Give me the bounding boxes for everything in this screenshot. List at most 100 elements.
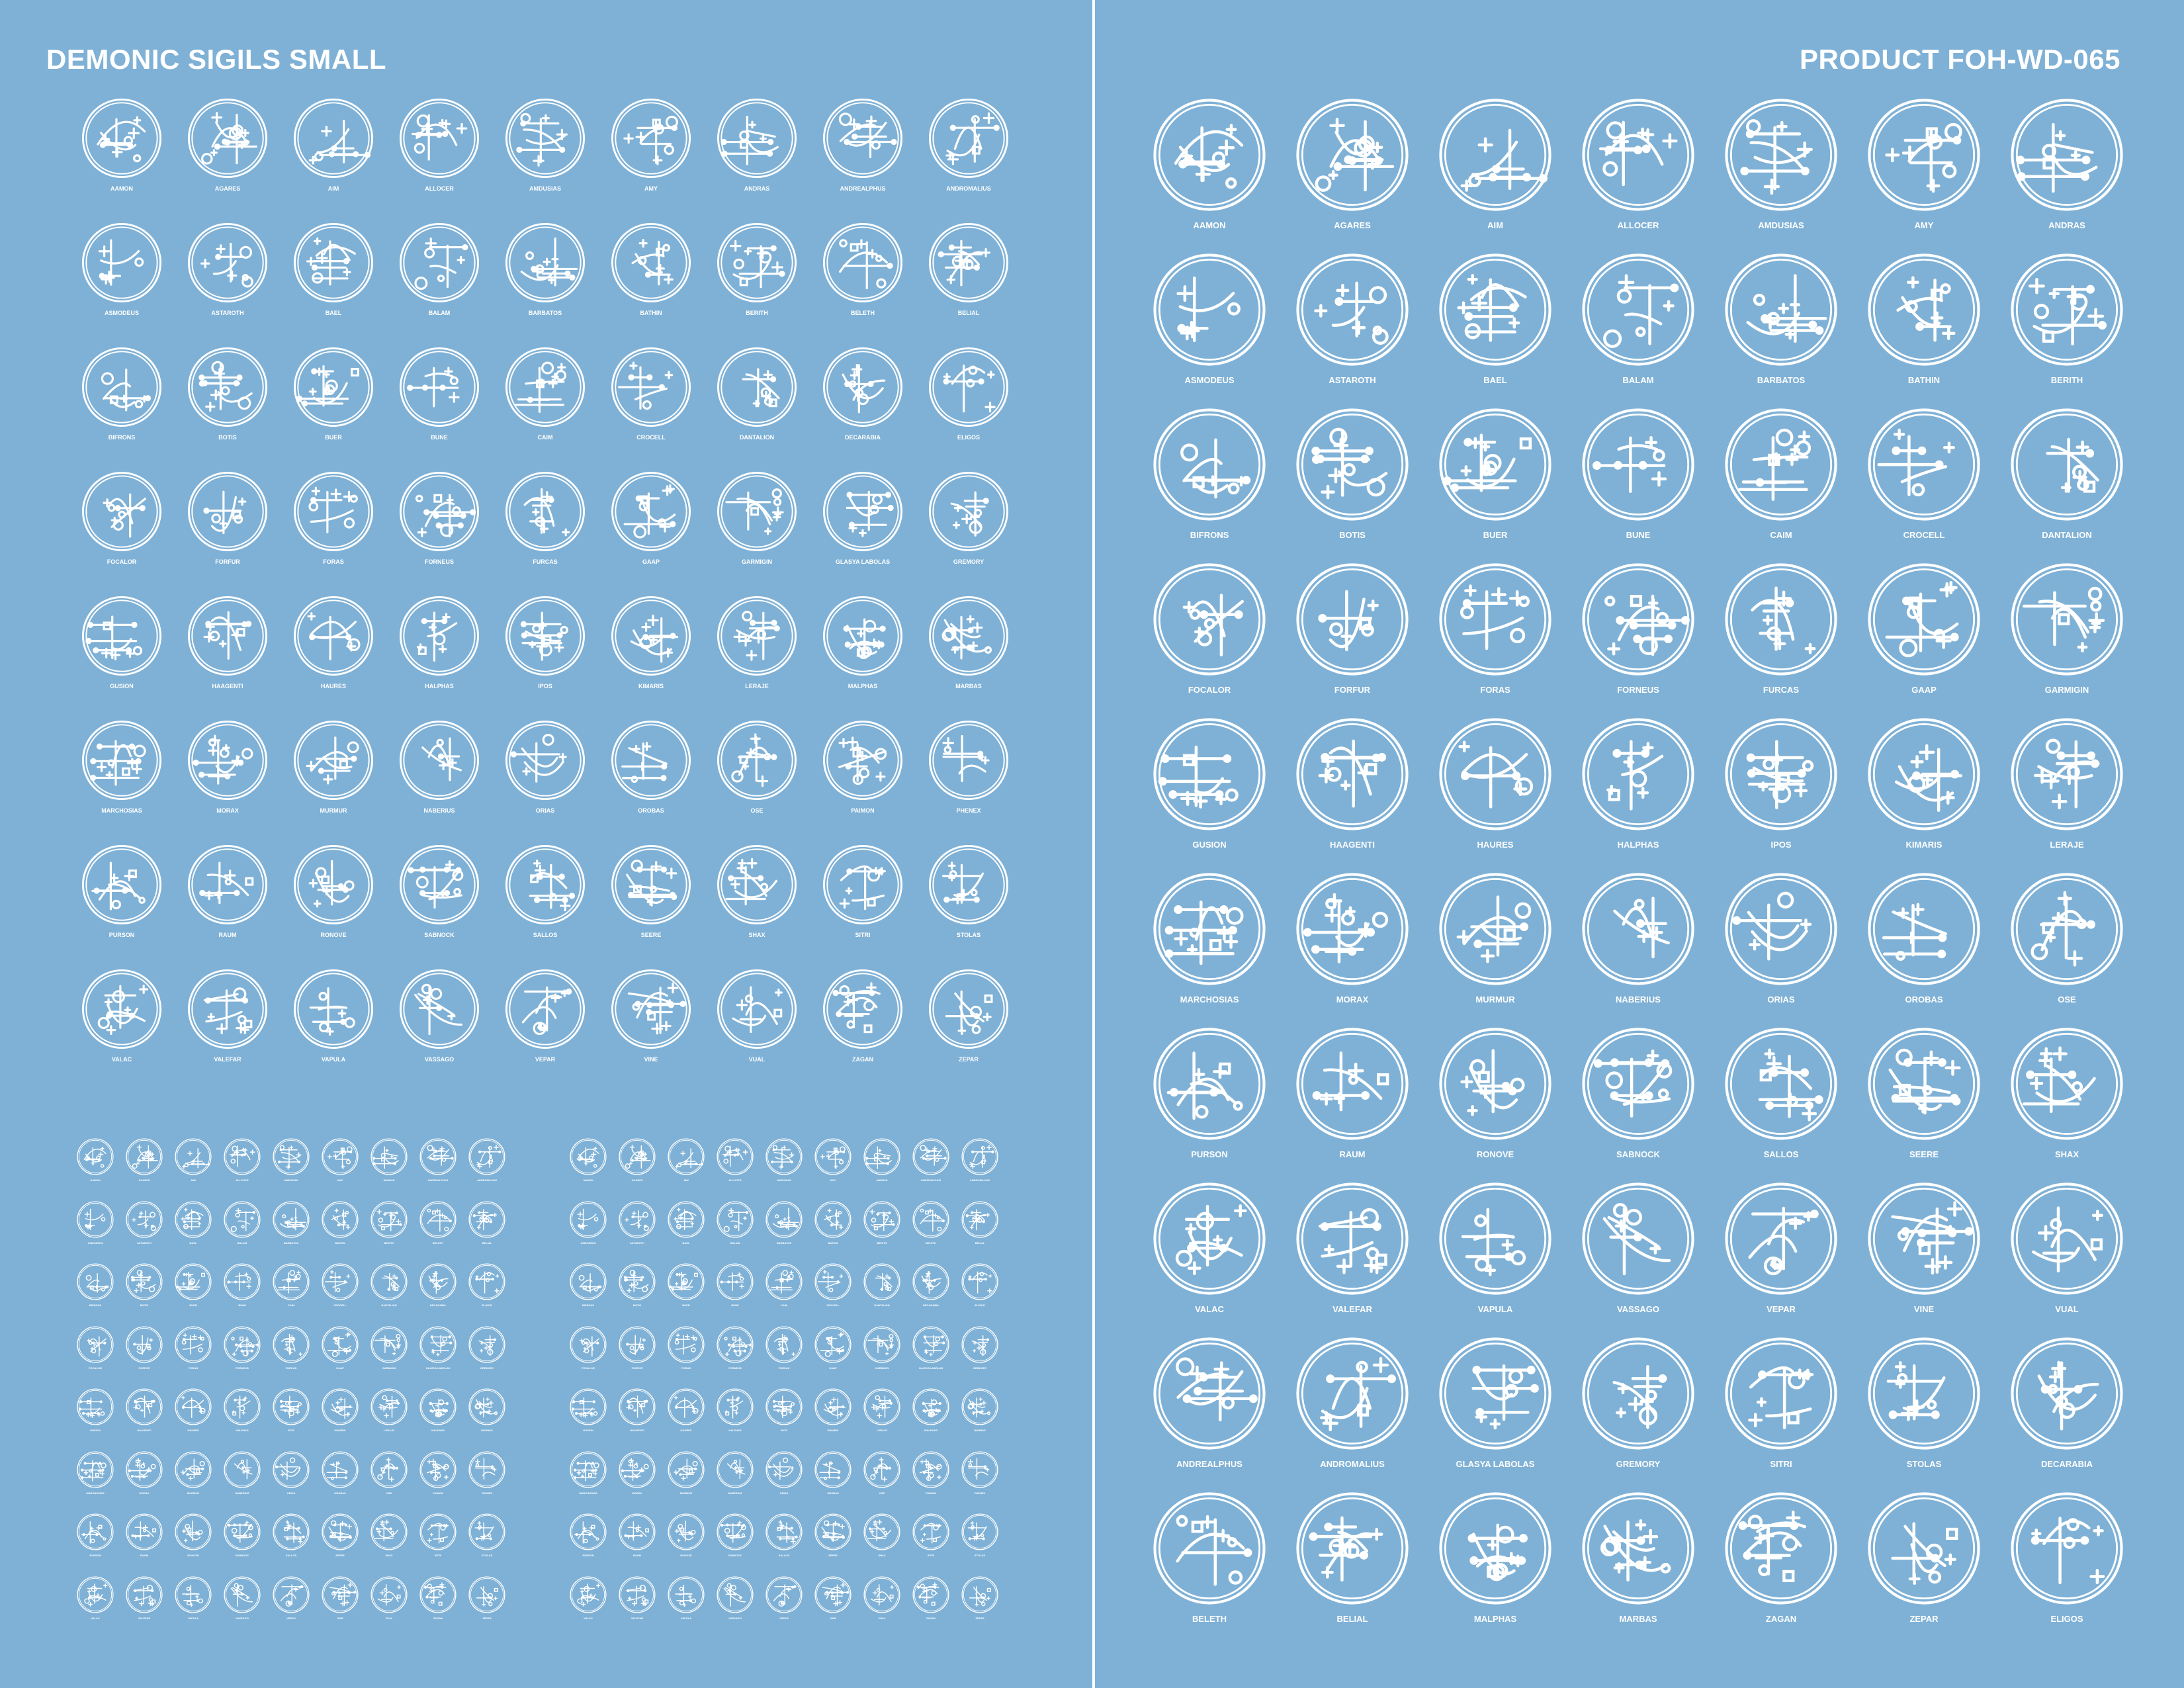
- caim-sigil-icon: [505, 347, 586, 427]
- marchosias-sigil-icon: [570, 1450, 607, 1488]
- small-sigil-ronove: RONOVE: [281, 844, 386, 969]
- small-sigil-berith: BERITH: [704, 222, 810, 347]
- haures-sigil-icon: [1439, 718, 1551, 830]
- small-sigil-vual: VUAL: [704, 969, 810, 1093]
- berith-sigil-icon: [371, 1200, 408, 1238]
- sigil-label: BUER: [1483, 530, 1508, 540]
- haagenti-sigil-icon: [1296, 718, 1409, 830]
- sigil-label: OSE: [750, 807, 764, 814]
- agares-sigil-icon: [619, 1138, 656, 1175]
- sigil-label: BELIAL: [482, 1241, 492, 1245]
- sigil-label: SEERE: [828, 1554, 838, 1557]
- sigil-label: SHAX: [2054, 1149, 2079, 1159]
- sigil-label: FOCALOR: [1188, 685, 1231, 695]
- halphas-sigil-icon: [399, 596, 480, 676]
- balam-sigil-icon: [1582, 253, 1694, 366]
- tiny-sigil-bune: BUNE: [711, 1263, 760, 1326]
- sigil-label: VAPULA: [1477, 1304, 1513, 1314]
- sigil-label: LERAJE: [2050, 840, 2084, 850]
- sigil-label: VAPULA: [187, 1616, 199, 1620]
- tiny-sigil-seere: SEERE: [316, 1513, 365, 1576]
- sigil-label: AAMON: [110, 185, 133, 192]
- sigil-label: SITRI: [1770, 1459, 1792, 1469]
- product-sigil-forneus: FORNEUS: [1567, 562, 1710, 717]
- small-sigil-zagan: ZAGAN: [810, 969, 916, 1093]
- small-sigil-valefar: VALEFAR: [175, 969, 281, 1093]
- small-sigil-glasya-labolas: GLASYA LABOLAS: [810, 471, 916, 596]
- sigil-label: MARBAS: [481, 1429, 493, 1432]
- gusion-sigil-icon: [81, 596, 162, 676]
- sigil-label: BOTIS: [1339, 530, 1366, 540]
- sitri-sigil-icon: [1725, 1337, 1837, 1450]
- andras-sigil-icon: [863, 1138, 900, 1175]
- tiny-sigil-murmur: MURMUR: [662, 1450, 711, 1514]
- forneus-sigil-icon: [224, 1325, 261, 1363]
- tiny-sigil-vapula: VAPULA: [662, 1576, 711, 1639]
- sigil-label: GUSION: [90, 1429, 101, 1432]
- leraje-sigil-icon: [863, 1388, 900, 1425]
- sigil-label: DANTALION: [874, 1304, 890, 1307]
- sigil-label: HAURES: [187, 1429, 199, 1432]
- sigil-label: BELIAL: [975, 1241, 985, 1245]
- tiny-sigil-decarabia: DECARABIA: [414, 1263, 462, 1326]
- sigil-label: SABNOCK: [424, 932, 455, 938]
- small-sigil-decarabia: DECARABIA: [810, 347, 916, 471]
- sigil-label: AIM: [683, 1178, 689, 1182]
- sigil-label: BARBATOS: [776, 1241, 792, 1245]
- tiny-sigil-gusion: GUSION: [564, 1388, 613, 1451]
- right-title: PRODUCT FOH-WD-065: [1799, 44, 2120, 75]
- tiny-sigil-asmodeus: ASMODEUS: [71, 1200, 120, 1264]
- sigil-label: GREMORY: [973, 1366, 987, 1370]
- small-sigil-dantalion: DANTALION: [704, 347, 810, 471]
- tiny-sigil-sallos: SALLOS: [760, 1513, 808, 1576]
- sigil-label: FOCALOR: [582, 1366, 595, 1370]
- sigil-label: FORFUR: [215, 558, 240, 565]
- sigil-label: AMDUSIAS: [777, 1178, 791, 1182]
- small-sigil-sallos: SALLOS: [492, 844, 598, 969]
- sigil-label: CROCELL: [1903, 530, 1945, 540]
- sigil-label: ALLOCER: [728, 1178, 742, 1182]
- sigil-label: GLASYA LABOLAS: [1456, 1459, 1535, 1469]
- kimaris-sigil-icon: [814, 1388, 852, 1425]
- small-sigil-gusion: GUSION: [69, 596, 175, 720]
- tiny-sigil-shax: SHAX: [857, 1513, 906, 1576]
- sigil-label: GUSION: [110, 683, 134, 689]
- caim-sigil-icon: [273, 1263, 310, 1300]
- sigil-label: ALLOCER: [425, 185, 454, 192]
- sigil-label: HALPHAS: [1617, 840, 1659, 850]
- sigil-label: CAIM: [780, 1304, 788, 1307]
- berith-sigil-icon: [717, 222, 797, 303]
- product-sigil-valac: VALAC: [1138, 1182, 1281, 1337]
- tiny-sigil-balam: BALAM: [711, 1200, 760, 1264]
- sigil-label: VALAC: [111, 1056, 132, 1063]
- product-sigil-ose: OSE: [1995, 872, 2138, 1027]
- sigil-label: OROBAS: [638, 807, 664, 814]
- belial-sigil-icon: [1296, 1492, 1409, 1605]
- morax-sigil-icon: [187, 720, 268, 801]
- sigil-label: SHAX: [878, 1554, 886, 1557]
- gremory-sigil-icon: [1582, 1337, 1694, 1450]
- sigil-label: VUAL: [385, 1616, 393, 1620]
- sigil-label: VAPULA: [680, 1616, 692, 1620]
- tiny-sigil-haures: HAURES: [169, 1388, 218, 1451]
- tiny-sigil-vual: VUAL: [365, 1576, 414, 1639]
- sigil-label: VINE: [337, 1616, 343, 1620]
- sigil-label: ANDROMALIUS: [970, 1178, 990, 1182]
- phenex-sigil-icon: [961, 1450, 998, 1488]
- product-sigil-ronove: RONOVE: [1424, 1027, 1567, 1182]
- sigil-label: HALPHAS: [236, 1429, 249, 1432]
- sigil-label: OSE: [2058, 995, 2076, 1004]
- tiny-sigil-valefar: VALEFAR: [613, 1576, 662, 1639]
- decarabia-sigil-icon: [2011, 1337, 2123, 1450]
- tiny-sigil-orobas: OROBAS: [316, 1450, 365, 1514]
- valefar-sigil-icon: [187, 969, 268, 1049]
- botis-sigil-icon: [126, 1263, 163, 1300]
- andras-sigil-icon: [2011, 99, 2123, 211]
- small-sigil-buer: BUER: [281, 347, 386, 471]
- small-sigil-naberius: NABERIUS: [386, 720, 492, 844]
- tiny-sigil-beleth: BELETH: [414, 1200, 462, 1264]
- tiny-sigil-grid-left: AAMON AGARES AIM ALLOCER AMDUSIAS AMY ANDRAS AN…: [71, 1138, 511, 1638]
- forfur-sigil-icon: [619, 1325, 656, 1363]
- tiny-sigil-berith: BERITH: [857, 1200, 906, 1264]
- product-sigil-glasya-labolas: GLASYA LABOLAS: [1424, 1337, 1567, 1491]
